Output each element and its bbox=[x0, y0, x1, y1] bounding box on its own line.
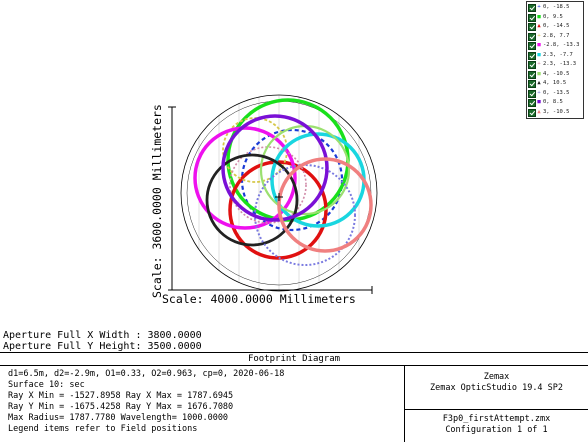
legend-symbol-icon: ■ bbox=[537, 51, 541, 58]
product-name: Zemax OpticStudio 19.4 SP2 bbox=[429, 383, 564, 393]
footprint-ring bbox=[221, 114, 329, 222]
legend-checkbox[interactable] bbox=[528, 51, 536, 60]
legend-checkbox[interactable] bbox=[528, 70, 536, 79]
legend-label: 4, -10.5 bbox=[543, 70, 570, 77]
legend-symbol-icon: + bbox=[537, 89, 541, 96]
info-panel: Footprint Diagram d1=6.5m, d2=-2.9m, O1=… bbox=[0, 352, 588, 442]
legend-label: -2.8, -13.3 bbox=[543, 42, 580, 48]
footprint-plot: Scale: 3600.0000 Millimeters Scale: 4000… bbox=[150, 94, 378, 306]
company-name: Zemax bbox=[483, 372, 510, 382]
legend-checkbox[interactable] bbox=[528, 4, 536, 12]
aperture-y-height: Aperture Full Y Height: 3500.0000 bbox=[3, 341, 202, 352]
legend-item: ▲ 4, 10.5 bbox=[528, 79, 583, 88]
footprint-ring bbox=[205, 153, 299, 247]
footprint-rings bbox=[193, 98, 373, 266]
configuration-label: Configuration 1 of 1 bbox=[445, 425, 548, 435]
legend-symbol-icon: ▲ bbox=[537, 108, 541, 115]
aperture-x-width: Aperture Full X Width : 3800.0000 bbox=[3, 330, 202, 341]
legend-symbol-icon: ■ bbox=[537, 99, 541, 105]
legend-checkbox[interactable] bbox=[528, 80, 536, 88]
legend-label: 2.8, 7.7 bbox=[543, 32, 570, 39]
legend-checkbox[interactable] bbox=[528, 32, 536, 41]
scale-x-label: Scale: 4000.0000 Millimeters bbox=[162, 292, 356, 306]
legend-symbol-icon: + bbox=[537, 61, 541, 67]
legend-item: ■ -2.8, -13.3 bbox=[528, 41, 583, 50]
legend-item: ▲ 0, -14.5 bbox=[528, 22, 583, 31]
legend-label: 4, 10.5 bbox=[543, 80, 567, 86]
info-line-radius: Max Radius= 1787.7780 Wavelength= 1000.0… bbox=[8, 413, 229, 423]
legend-label: 0, -13.5 bbox=[543, 89, 570, 96]
legend-label: 0, 8.5 bbox=[543, 99, 563, 105]
legend-label: 0, 9.5 bbox=[543, 13, 563, 20]
info-line-ray-x: Ray X Min = -1527.8958 Ray X Max = 1787.… bbox=[8, 391, 234, 401]
legend-symbol-icon: + bbox=[537, 32, 541, 39]
scale-y-label: Scale: 3600.0000 Millimeters bbox=[150, 104, 164, 298]
legend-symbol-icon: ■ bbox=[537, 70, 541, 77]
footprint-ring bbox=[193, 126, 297, 230]
chief-ray-marker bbox=[275, 193, 283, 201]
info-line-legend-note: Legend items refer to Field positions bbox=[8, 424, 198, 434]
legend-item: +0, -13.5 bbox=[528, 89, 583, 98]
info-line-params: d1=6.5m, d2=-2.9m, O1=0.33, O2=0.963, cp… bbox=[8, 369, 285, 379]
legend-checkbox[interactable] bbox=[528, 99, 536, 107]
info-product-box: Zemax Zemax OpticStudio 19.4 SP2 bbox=[405, 366, 588, 410]
info-line-ray-y: Ray Y Min = -1675.4258 Ray Y Max = 1676.… bbox=[8, 402, 234, 412]
legend-item: ■ 2.3, -7.7 bbox=[528, 51, 583, 60]
field-legend: +0, -18.5 ■ 0, 9.5 ▲ 0, -14.5 +2.8, 7.7 ■ -2.8,… bbox=[526, 1, 584, 119]
legend-label: 0, -18.5 bbox=[543, 4, 570, 10]
legend-item: ■ 0, 9.5 bbox=[528, 13, 583, 22]
diagram-title: Footprint Diagram bbox=[0, 353, 588, 366]
info-left: d1=6.5m, d2=-2.9m, O1=0.33, O2=0.963, cp… bbox=[0, 366, 405, 442]
legend-checkbox[interactable] bbox=[528, 42, 536, 50]
legend-item: ■ 4, -10.5 bbox=[528, 70, 583, 79]
legend-symbol-icon: + bbox=[537, 4, 541, 10]
legend-symbol-icon: ■ bbox=[537, 13, 541, 20]
legend-item: +2.8, 7.7 bbox=[528, 32, 583, 41]
info-line-surface: Surface 10: sec bbox=[8, 380, 85, 390]
legend-item: +0, -18.5 bbox=[528, 3, 583, 12]
aperture-outer-circle bbox=[180, 94, 378, 292]
legend-item: ▲ 3, -10.5 bbox=[528, 108, 583, 117]
footprint-ring bbox=[277, 157, 373, 253]
legend-checkbox[interactable] bbox=[528, 13, 536, 22]
legend-label: 2.3, -13.3 bbox=[543, 61, 577, 67]
info-right: Zemax Zemax OpticStudio 19.4 SP2 F3p0_fi… bbox=[405, 366, 588, 442]
legend-symbol-icon: ■ bbox=[537, 42, 541, 48]
legend-checkbox[interactable] bbox=[528, 61, 536, 69]
legend-checkbox[interactable] bbox=[528, 108, 536, 117]
legend-checkbox[interactable] bbox=[528, 89, 536, 98]
footprint-ring bbox=[229, 146, 307, 224]
legend-symbol-icon: ▲ bbox=[537, 23, 541, 29]
legend-label: 2.3, -7.7 bbox=[543, 51, 573, 58]
legend-item: +2.3, -13.3 bbox=[528, 60, 583, 69]
legend-label: 0, -14.5 bbox=[543, 23, 570, 29]
legend-item: ■ 0, 8.5 bbox=[528, 98, 583, 107]
legend-checkbox[interactable] bbox=[528, 23, 536, 31]
file-name: F3p0_firstAttempt.zmx bbox=[442, 414, 551, 424]
legend-label: 3, -10.5 bbox=[543, 108, 570, 115]
legend-symbol-icon: ▲ bbox=[537, 80, 541, 86]
